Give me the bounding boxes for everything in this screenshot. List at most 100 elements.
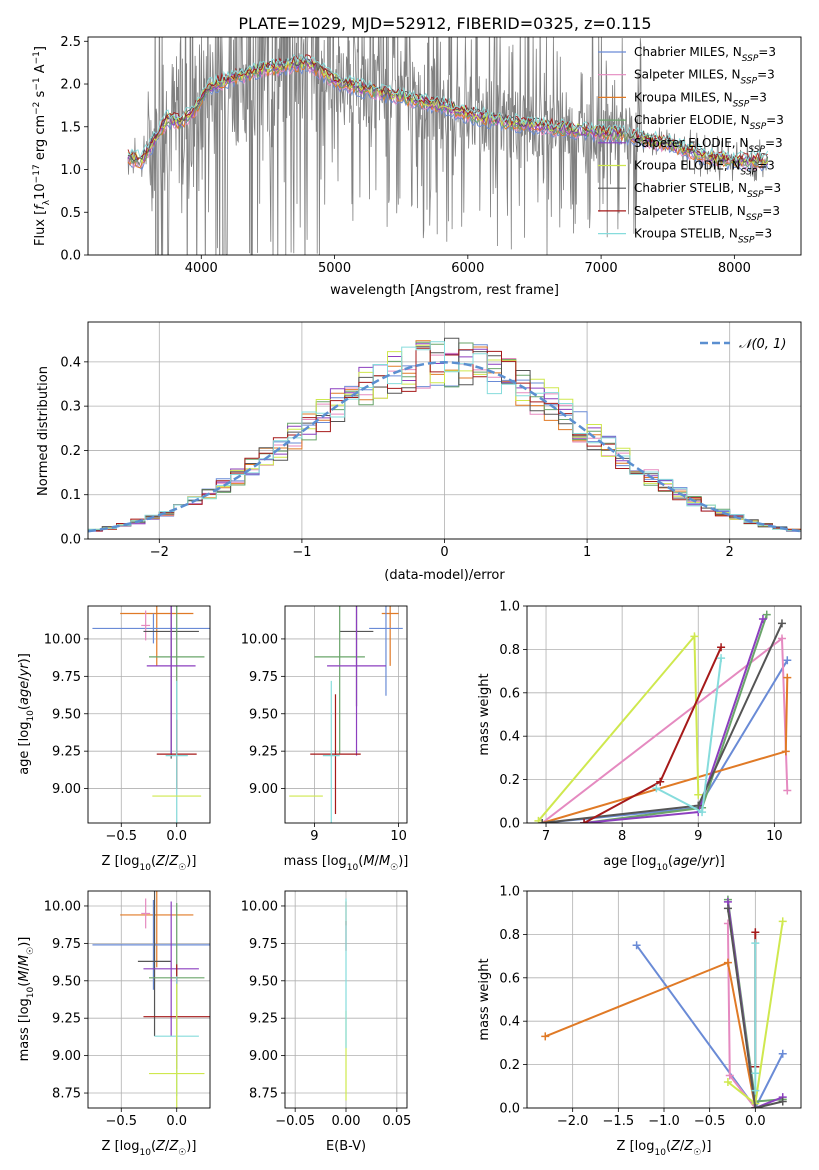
weight-vs-age-marks <box>534 610 792 823</box>
x-tick-label: 0.0 <box>166 1114 187 1129</box>
y-tick-label: 9.00 <box>52 1049 81 1064</box>
axes-frame <box>87 890 211 1109</box>
x-axis-label: Z [log10(Z/Z☉)] <box>617 1139 712 1158</box>
histogram-step-kroupa-stelib <box>88 341 801 532</box>
weight-marker <box>781 747 790 756</box>
weight-marker <box>783 656 792 665</box>
x-axis-label: E(B-V) <box>326 1139 366 1154</box>
legend-label: Chabrier MILES, NSSP=3 <box>634 45 776 64</box>
y-tick-label: 1.0 <box>60 163 81 178</box>
y-tick-label: 9.75 <box>249 670 278 685</box>
y-tick-label: 10.00 <box>241 899 278 914</box>
x-tick-label: −2 <box>150 545 169 560</box>
y-tick-label: 9.00 <box>52 782 81 797</box>
age-vs-mass-marks <box>289 606 403 823</box>
weight-vs-Z-marks <box>541 895 787 1108</box>
y-tick-label: 0.6 <box>499 971 520 986</box>
x-tick-label: 4000 <box>185 261 218 276</box>
panel-mass-vs-EBV: −0.05 0.00 0.05 8.75 9.00 9.25 9.50 9.75 10.00 E(… <box>241 890 411 1154</box>
x-tick-label: −1 <box>292 545 311 560</box>
y-tick-label: 0.5 <box>60 206 81 221</box>
y-tick-label: 9.25 <box>52 745 81 760</box>
y-axis-label: Flux [fλ10−17 erg cm−2 s−1 A−1] <box>32 46 52 246</box>
x-axis-label: age [log10(age/yr)] <box>603 854 725 873</box>
weight-marker <box>632 941 641 950</box>
weight-marker <box>717 654 726 663</box>
x-tick-label: 9 <box>694 829 702 844</box>
y-tick-label: 1.0 <box>499 885 520 900</box>
weight-marker <box>694 790 703 799</box>
y-axis-label: mass [log10(M/M☉)] <box>17 937 36 1062</box>
x-tick-label: 0.00 <box>332 1114 361 1129</box>
x-tick-label: 7000 <box>585 261 618 276</box>
y-tick-label: 9.50 <box>52 707 81 722</box>
weight-marker <box>694 801 703 810</box>
x-tick-label: 0.05 <box>382 1114 411 1129</box>
weight-marker <box>777 634 786 643</box>
y-tick-label: 0.4 <box>60 355 81 370</box>
y-tick-label: 9.00 <box>249 782 278 797</box>
legend-label: 𝒩(0, 1) <box>739 337 786 352</box>
spectrum-marks <box>127 37 769 255</box>
y-tick-label: 0.6 <box>499 686 520 701</box>
legend-label: Chabrier STELIB, NSSP=3 <box>634 181 781 200</box>
y-tick-label: 9.25 <box>52 1012 81 1027</box>
residual-legend: 𝒩(0, 1) <box>700 337 786 352</box>
legend-label: Salpeter ELODIE, NSSP=3 <box>634 136 783 155</box>
y-tick-label: 2.5 <box>60 35 81 50</box>
y-tick-label: 9.50 <box>249 974 278 989</box>
normal-curve <box>88 361 801 533</box>
y-tick-label: 8.75 <box>249 1087 278 1102</box>
weight-marker <box>541 1032 550 1041</box>
y-tick-label: 2.0 <box>60 78 81 93</box>
weight-marker <box>538 819 547 823</box>
y-tick-label: 1.0 <box>499 600 520 615</box>
residuals-marks <box>88 337 801 533</box>
x-tick-label: 6000 <box>451 261 484 276</box>
weight-marker <box>652 784 661 793</box>
weight-marker <box>783 673 792 682</box>
x-tick-label: −0.5 <box>105 1114 137 1129</box>
weight-marker <box>690 632 699 641</box>
weight-marker <box>777 619 786 628</box>
x-tick-label: −0.5 <box>105 829 137 844</box>
weight-marker <box>778 1097 787 1106</box>
age-vs-Z-marks <box>92 606 210 823</box>
y-tick-label: 0.0 <box>60 249 81 264</box>
x-tick-label: 8000 <box>718 261 751 276</box>
legend-label: Kroupa MILES, NSSP=3 <box>634 90 767 109</box>
axes-frame <box>284 605 408 824</box>
spectrum-legend: Chabrier MILES, NSSP=3 Salpeter MILES, NS… <box>598 45 784 246</box>
y-tick-label: 0.8 <box>499 928 520 943</box>
x-axis-label: (data-model)/error <box>384 568 505 583</box>
legend-label: Kroupa STELIB, NSSP=3 <box>634 227 772 246</box>
axes-frame <box>526 605 802 824</box>
y-tick-label: 0.0 <box>499 1102 520 1117</box>
weight-marker <box>778 1049 787 1058</box>
weight-line-chabrier-stelib <box>726 908 783 1108</box>
y-tick-label: 0.8 <box>499 643 520 658</box>
panel-mass-vs-Z: −0.5 0.0 8.75 9.00 9.25 9.50 9.75 10.00 Z [log10… <box>17 890 211 1158</box>
weight-marker <box>778 917 787 926</box>
x-tick-label: 7 <box>542 829 550 844</box>
y-tick-label: 9.75 <box>52 670 81 685</box>
y-tick-label: 10.00 <box>44 632 81 647</box>
y-tick-label: 0.2 <box>499 773 520 788</box>
x-axis-label: Z [log10(Z/Z☉)] <box>102 854 197 873</box>
weight-marker <box>751 928 760 937</box>
weight-marker <box>723 958 732 967</box>
x-tick-label: −0.5 <box>694 1114 726 1129</box>
weight-marker <box>758 615 767 624</box>
y-tick-label: 10.00 <box>241 632 278 647</box>
legend-label: Kroupa ELODIE, NSSP=3 <box>634 159 775 178</box>
y-tick-label: 9.75 <box>52 937 81 952</box>
y-tick-label: 1.5 <box>60 120 81 135</box>
axes-frame <box>87 36 802 256</box>
panel-age-vs-mass: 9 10 9.00 9.25 9.50 9.75 10.00 mass [log10(M/M☉… <box>241 605 408 873</box>
panel-weight-vs-Z: −2.0 −1.5 −1.0 −0.5 0.0 0.0 0.2 0.4 0.6 0.8 1.0 Z [… <box>477 885 802 1158</box>
y-tick-label: 0.0 <box>60 533 81 548</box>
weight-marker <box>751 939 760 948</box>
x-tick-label: 9 <box>310 829 318 844</box>
panel-age-vs-Z: −0.5 0.0 9.00 9.25 9.50 9.75 10.00 Z [log10(Z/Z… <box>17 605 211 873</box>
figure-title: PLATE=1029, MJD=52912, FIBERID=0325, z=0… <box>238 14 651 33</box>
